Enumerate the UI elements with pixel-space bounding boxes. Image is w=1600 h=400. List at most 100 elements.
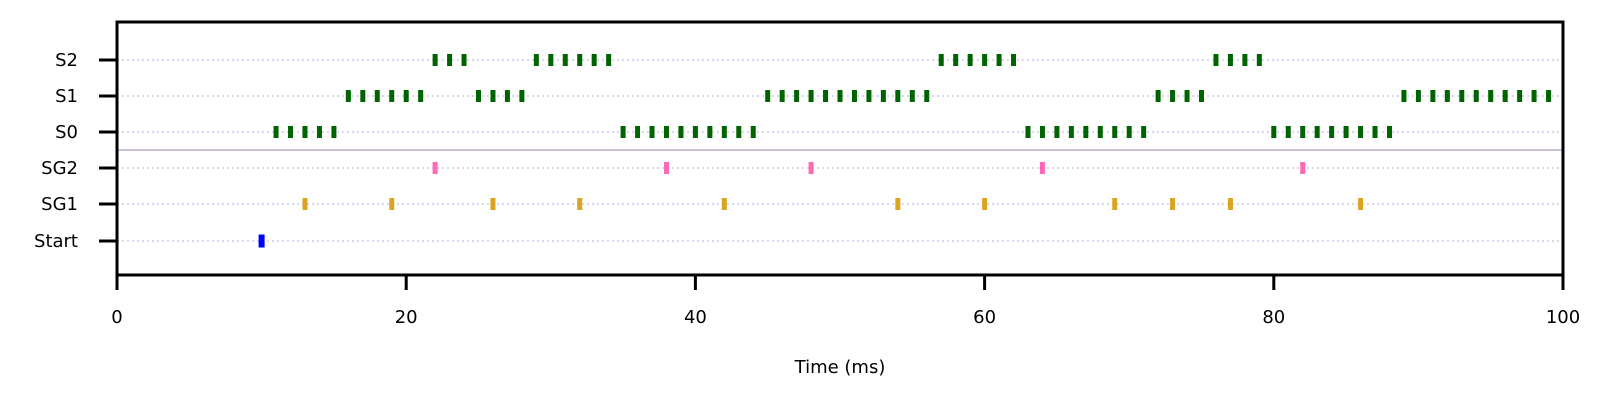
spike-mark-s2	[953, 54, 959, 66]
spike-mark-s1	[924, 90, 930, 102]
spike-mark-s1	[1184, 90, 1190, 102]
spike-mark-s1	[837, 90, 843, 102]
spike-mark-s0	[1300, 126, 1306, 138]
spike-mark-s1	[360, 90, 366, 102]
x-tick-label: 60	[973, 307, 996, 328]
spike-mark-s1	[1459, 90, 1465, 102]
plot-frame	[115, 20, 1565, 277]
spike-mark-s1	[1488, 90, 1494, 102]
x-tick-label: 100	[1546, 307, 1580, 328]
spike-mark-s2	[577, 54, 583, 66]
spike-mark-s0	[331, 126, 337, 138]
spike-mark-s2	[967, 54, 973, 66]
spike-mark-s0	[635, 126, 641, 138]
spike-mark-s0	[736, 126, 742, 138]
spike-mark-s1	[476, 90, 481, 102]
spike-mark-sg1	[577, 198, 583, 210]
spike-mark-s1	[880, 90, 886, 102]
spike-mark-s1	[851, 90, 857, 102]
spike-mark-s2	[982, 54, 988, 66]
spike-mark-s0	[1025, 126, 1031, 138]
spike-mark-s2	[996, 54, 1002, 66]
spike-mark-s2	[938, 54, 944, 66]
spike-mark-s1	[779, 90, 785, 102]
spike-mark-s1	[823, 90, 829, 102]
spike-mark-s0	[1097, 126, 1103, 138]
spike-mark-s0	[721, 126, 727, 138]
spike-mark-sg1	[302, 198, 308, 210]
spike-mark-sg2	[808, 162, 814, 174]
spike-mark-s0	[316, 126, 322, 138]
spike-mark-s0	[1141, 126, 1147, 138]
spike-mark-s1	[1401, 90, 1407, 102]
spike-mark-sg1	[389, 198, 395, 210]
spike-mark-s0	[1372, 126, 1378, 138]
spike-mark-s1	[1473, 90, 1479, 102]
spike-mark-s1	[808, 90, 814, 102]
spike-mark-s0	[620, 126, 626, 138]
spike-mark-s1	[345, 90, 351, 102]
spike-mark-start	[258, 234, 265, 248]
spike-mark-s2	[533, 54, 539, 66]
spike-mark-s0	[1329, 126, 1335, 138]
spike-mark-s0	[1285, 126, 1291, 138]
spike-mark-sg1	[490, 198, 496, 210]
spike-mark-s2	[1213, 54, 1219, 66]
spike-mark-s0	[302, 126, 308, 138]
spike-mark-s0	[273, 126, 279, 138]
spike-mark-s1	[866, 90, 872, 102]
y-tick-label: S0	[55, 122, 78, 143]
grid-lines	[117, 59, 1563, 242]
spike-mark-s0	[1083, 126, 1089, 138]
spike-mark-s1	[1170, 90, 1176, 102]
spike-mark-s0	[1126, 126, 1132, 138]
spike-mark-s1	[909, 90, 915, 102]
x-axis: 0 20 40 60 80 100	[111, 275, 1580, 328]
spike-mark-s2	[1227, 54, 1233, 66]
spike-mark-s2	[461, 54, 467, 66]
spike-mark-s0	[1054, 126, 1060, 138]
spike-mark-s1	[1531, 90, 1537, 102]
spike-mark-sg1	[895, 198, 901, 210]
spike-mark-s0	[707, 126, 713, 138]
spike-mark-s1	[794, 90, 800, 102]
spike-mark-s0	[692, 126, 698, 138]
spike-mark-sg2	[1039, 162, 1045, 174]
x-axis-title: Time (ms)	[794, 357, 886, 378]
spike-mark-s2	[606, 54, 612, 66]
spike-mark-sg1	[982, 198, 988, 210]
spike-mark-s1	[490, 90, 496, 102]
spike-mark-s2	[432, 54, 438, 66]
spike-mark-s0	[1386, 126, 1392, 138]
x-tick-label: 20	[395, 307, 418, 328]
spike-mark-s1	[519, 90, 525, 102]
spike-mark-s0	[1314, 126, 1320, 138]
spike-mark-s2	[548, 54, 554, 66]
spike-mark-s1	[389, 90, 395, 102]
spike-mark-s0	[678, 126, 684, 138]
spike-mark-s1	[1444, 90, 1450, 102]
spike-mark-sg2	[432, 162, 438, 174]
spike-mark-s1	[1502, 90, 1508, 102]
spike-mark-s2	[1242, 54, 1248, 66]
spike-mark-s0	[1343, 126, 1349, 138]
spike-mark-s1	[1546, 90, 1552, 102]
spike-mark-s0	[649, 126, 655, 138]
x-tick-label: 40	[684, 307, 707, 328]
spike-mark-s2	[1011, 54, 1017, 66]
spike-mark-sg1	[1112, 198, 1118, 210]
spike-mark-s1	[403, 90, 409, 102]
spike-mark-sg1	[1227, 198, 1233, 210]
spike-mark-s2	[591, 54, 597, 66]
spike-mark-s0	[663, 126, 669, 138]
x-tick-label: 80	[1262, 307, 1285, 328]
spike-mark-sg2	[663, 162, 669, 174]
spike-mark-sg2	[1300, 162, 1306, 174]
spike-mark-s0	[1271, 126, 1277, 138]
spike-mark-sg1	[1170, 198, 1176, 210]
y-tick-label: S2	[55, 50, 78, 71]
spike-mark-s0	[1358, 126, 1364, 138]
spike-marks	[258, 54, 1552, 248]
spike-mark-s2	[562, 54, 568, 66]
